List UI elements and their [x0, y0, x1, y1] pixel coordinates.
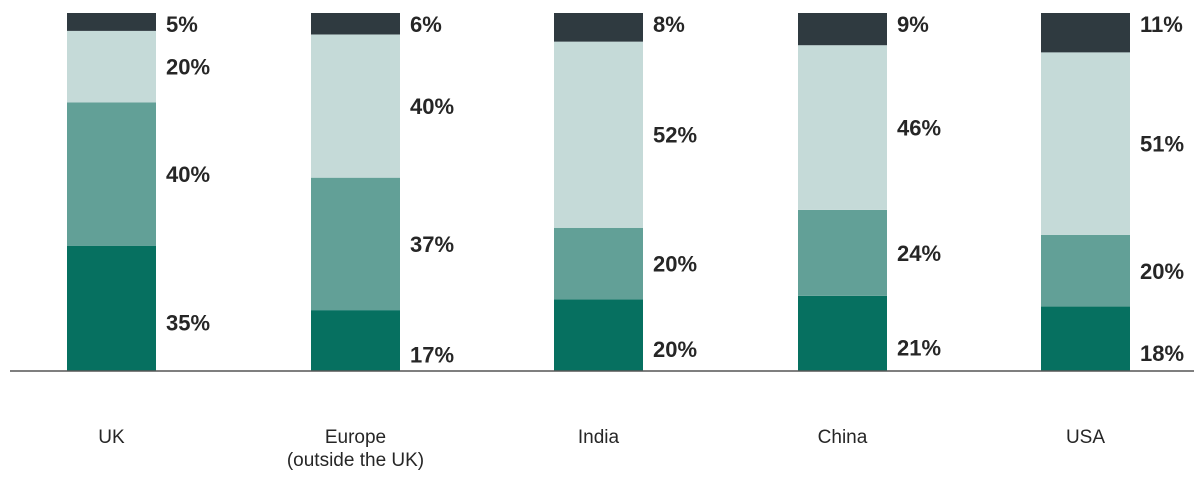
- segment-value-label: 51%: [1140, 132, 1184, 157]
- category-label: India: [578, 427, 620, 448]
- segment-value-label: 46%: [897, 116, 941, 141]
- category-label-line: Europe: [325, 427, 386, 448]
- segment-value-label: 20%: [1140, 259, 1184, 284]
- segment-value-label: 21%: [897, 335, 941, 360]
- segment-value-label: 8%: [653, 12, 685, 37]
- segment-value-label: 6%: [410, 12, 442, 37]
- bar-segment: [311, 13, 400, 35]
- segment-value-label: 17%: [410, 343, 454, 368]
- bar-segment: [554, 299, 643, 371]
- category-label-line: China: [818, 427, 868, 448]
- segment-value-label: 35%: [166, 310, 210, 335]
- segment-value-label: 20%: [653, 337, 697, 362]
- segment-value-label: 20%: [653, 252, 697, 277]
- category-label: USA: [1066, 427, 1105, 448]
- segment-value-label: 40%: [410, 94, 454, 119]
- category-label: UK: [98, 427, 125, 448]
- bar-segment: [67, 13, 156, 31]
- bar-segment: [311, 177, 400, 311]
- bar-segment: [1041, 234, 1130, 307]
- category-labels-group: UK Europe (outside the UK) India China USA: [98, 427, 1105, 471]
- category-label-line: (outside the UK): [287, 450, 424, 471]
- bar-segment: [554, 13, 643, 42]
- bar-segment: [798, 45, 887, 210]
- bar-segment: [311, 310, 400, 371]
- segment-value-label: 9%: [897, 12, 929, 37]
- category-label-line: UK: [98, 427, 125, 448]
- segment-value-label: 52%: [653, 123, 697, 148]
- category-label: Europe (outside the UK): [287, 427, 424, 471]
- bar-segment: [554, 227, 643, 300]
- category-label-line: India: [578, 427, 620, 448]
- bar-segment: [1041, 306, 1130, 371]
- segment-value-label: 24%: [897, 241, 941, 266]
- bar-segment: [1041, 13, 1130, 53]
- segment-value-label: 11%: [1140, 12, 1183, 37]
- bar-segment: [311, 34, 400, 178]
- bar-segment: [67, 30, 156, 103]
- bar-segment: [798, 13, 887, 46]
- bar-segment: [67, 102, 156, 246]
- bar-segment: [1041, 52, 1130, 235]
- bar-segment: [554, 41, 643, 228]
- segment-labels-group: 35% 40% 20% 5% 17% 37% 40% 6% 20% 20% 52% 8% 21% 24% 4…: [166, 12, 1184, 368]
- category-label: China: [818, 427, 868, 448]
- bar-segment: [798, 295, 887, 371]
- segment-value-label: 20%: [166, 55, 210, 80]
- bar-segment: [798, 209, 887, 296]
- segment-value-label: 37%: [410, 232, 454, 257]
- segment-value-label: 40%: [166, 162, 210, 187]
- bar-segment: [67, 245, 156, 371]
- bars-group: [67, 13, 1130, 371]
- segment-value-label: 18%: [1140, 341, 1184, 366]
- segment-value-label: 5%: [166, 12, 198, 37]
- category-label-line: USA: [1066, 427, 1105, 448]
